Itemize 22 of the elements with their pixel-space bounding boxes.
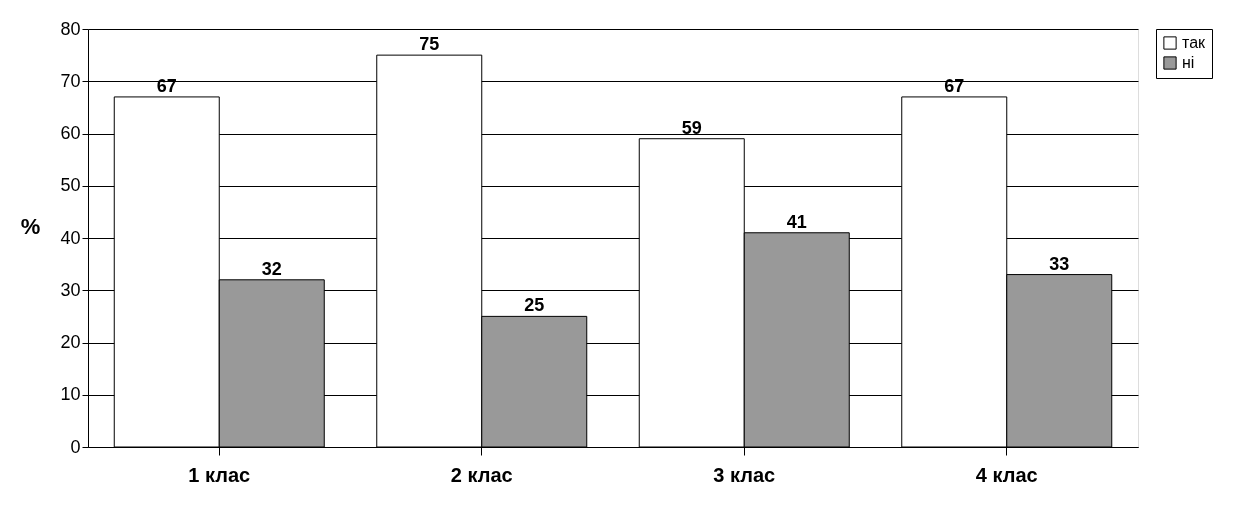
y-tick-label: 0 (70, 436, 81, 457)
y-tick-label: 20 (60, 332, 81, 352)
data-label: 25 (524, 295, 545, 316)
data-label: 41 (786, 211, 807, 232)
legend-label: ні (1182, 54, 1195, 71)
legend-label: так (1182, 34, 1207, 51)
y-tick-label: 70 (60, 70, 81, 91)
y-tick-label: 10 (60, 384, 81, 405)
data-label: 59 (681, 117, 702, 138)
y-tick-label: 40 (60, 227, 81, 248)
y-axis-title: % (20, 213, 41, 239)
data-label: 33 (1049, 253, 1070, 274)
y-tick-label: 30 (60, 279, 81, 300)
data-label: 75 (419, 34, 440, 55)
x-tick-label: 3 клас (713, 463, 776, 486)
y-tick-label: 50 (60, 175, 81, 196)
data-label: 32 (261, 258, 282, 279)
y-tick-label: 80 (60, 18, 81, 39)
x-tick-label: 2 клас (450, 463, 513, 486)
x-tick-label: 1 клас (188, 463, 251, 486)
x-tick-label: 4 клас (975, 463, 1038, 486)
y-tick-label: 60 (60, 123, 81, 143)
